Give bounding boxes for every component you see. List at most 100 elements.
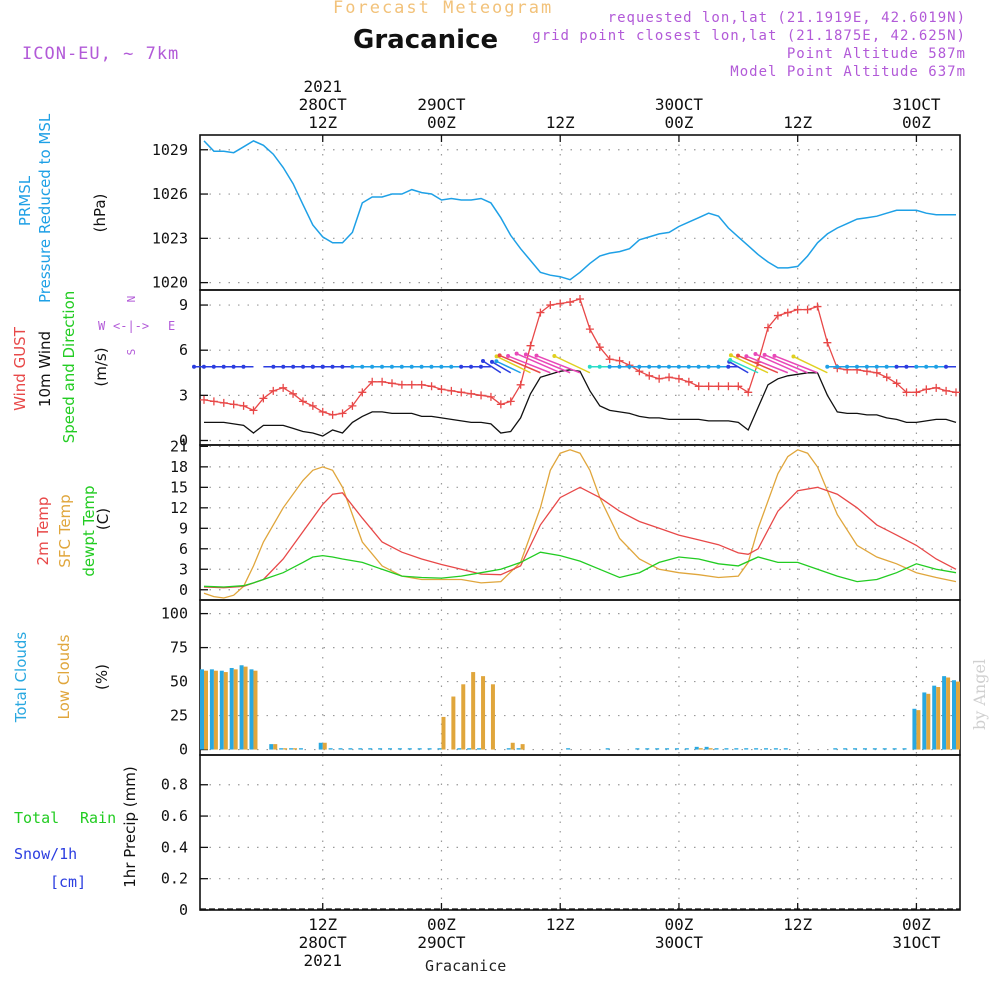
wind-arrow-head [231,364,236,369]
wind-gust-marker [546,301,555,310]
wind-arrow-head [637,364,642,369]
total-clouds-bar [298,748,303,750]
temp-ytick-label: 9 [179,519,188,537]
precip-ytick-label: 0.2 [161,870,188,888]
wind-gust-marker [882,373,891,382]
wind-gust-marker [467,389,476,398]
total-clouds-bar [853,748,858,750]
wind-arrow-head [201,364,206,369]
top-time-label: 12Z [546,113,575,132]
wind-arrow-head [728,353,733,358]
wind-gust-line [203,298,957,416]
wind-arrow-head [320,364,325,369]
wind-arrow [764,354,808,374]
precip-ytick-label: 0.4 [161,838,188,856]
wind-gust-marker [773,311,782,320]
wind-ytick-label: 0 [179,431,188,449]
top-time-label: 29OCT [417,95,466,114]
precip-rain-label: Rain [80,809,117,827]
wind-arrow-head [884,364,889,369]
total-clouds-bar [872,748,877,750]
wind-gust-marker [892,379,901,388]
wind-gust-marker [902,388,911,397]
wind-gust-marker [783,308,792,317]
total-clouds-bar [645,748,650,750]
requested-coords: requested lon,lat (21.1919E, 42.6019N) [607,10,966,26]
temp-frame [199,444,961,601]
bottom-time-label: 2021 [303,951,342,970]
total-clouds-bar [209,669,214,750]
compass-s: S [125,349,138,356]
wind-arrow-head [439,364,444,369]
wind-arrow [516,352,561,374]
clouds-ytick-label: 25 [170,707,188,725]
wind-arrow-head [449,364,454,369]
wind-gust-marker [556,299,565,308]
total-clouds-bar [200,669,204,750]
wind-gust-marker [219,398,228,407]
total-clouds-bar [279,748,284,750]
total-clouds-bar [378,748,383,750]
wind-gust-marker [942,386,951,395]
model-label: ICON-EU, ~ 7km [22,44,180,64]
wind-gust-marker [407,380,416,389]
wind-gust-marker [486,392,495,401]
temp-ytick-label: 6 [179,540,188,558]
wind-arrow [482,360,502,374]
total-clouds-bar [417,748,422,750]
wind-gust-marker [932,383,941,392]
total-clouds-bar [397,748,402,750]
wind-gust-marker [714,382,723,391]
wind-arrow-head [676,364,681,369]
precip-total-label: Total [14,809,60,827]
clouds-ytick-label: 75 [170,639,188,657]
bottom-time-label: 12Z [546,915,575,934]
total-clouds-bar [467,748,472,750]
wind-arrow-head [211,364,216,369]
wind-arrow-head [350,364,355,369]
wind-arrow-head [864,364,869,369]
total-clouds-bar [368,748,373,750]
total-clouds-bar [289,748,294,750]
wind-gust-marker [823,338,832,347]
total-clouds-bar [358,748,363,750]
clouds-ytick-label: 0 [179,741,188,759]
wind-arrow-head [330,364,335,369]
wind-gust-marker [615,356,624,365]
bottom-time-label: 28OCT [299,933,348,952]
wind-arrow-head [419,364,424,369]
pressure-ytick-label: 1023 [152,229,188,247]
wind-arrow-head [360,364,365,369]
wind-arrow-head [494,354,499,359]
total-clouds-bar [506,748,511,750]
low-clouds-bar [471,672,476,750]
wind-arrow-head [772,353,777,358]
low-clouds-bar [253,670,258,750]
wind-arrow-head [494,359,499,364]
clouds-ytick-label: 100 [161,605,188,623]
bottom-time-label: 12Z [783,915,812,934]
total-clouds-bar [862,748,867,750]
wind-arrow-head [241,364,246,369]
pressure-line [203,140,956,281]
wind-arrow-head [845,364,850,369]
wind-gust-marker [496,400,505,409]
wind-arrow-head [706,364,711,369]
wind-gust-marker [694,382,703,391]
precip-frame [199,754,961,911]
temp-ytick-label: 3 [179,560,188,578]
precip-ytick-label: 0.8 [161,776,188,794]
total-clouds-bar [754,748,759,750]
total-clouds-bar [773,748,778,750]
low-clouds-bar [926,693,931,750]
wind-arrow-head [409,364,414,369]
bottom-time-label: 00Z [664,915,693,934]
temp-ytick-label: 12 [170,499,188,517]
low-clouds-bar [243,666,248,750]
low-clouds-bar [916,710,921,750]
wind-gust-marker [229,400,238,409]
product-title: Forecast Meteogram [333,0,554,18]
wind-gust-marker [239,401,248,410]
wind-arrow [496,360,521,374]
temp-ytick-label: 18 [170,458,188,476]
